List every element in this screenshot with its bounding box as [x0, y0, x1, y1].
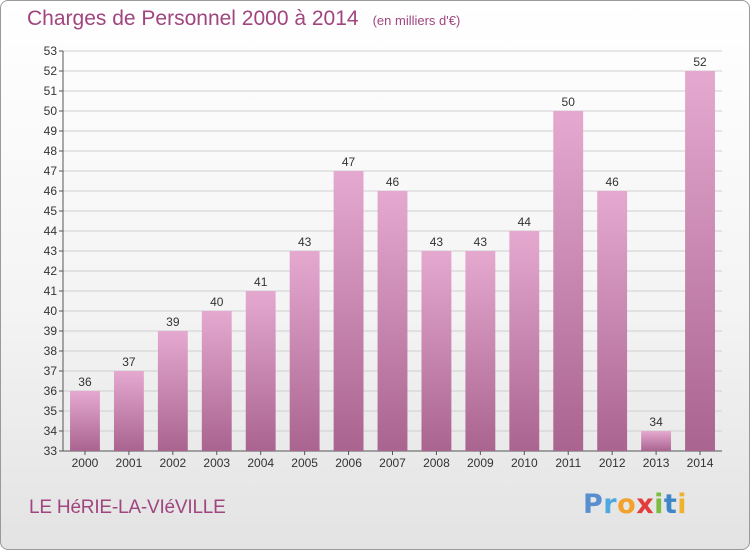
- y-tick-label: 51: [44, 84, 58, 98]
- data-label: 52: [693, 55, 707, 69]
- labels: 33 34 35 36 37 38 39 40 41 42 43 44 45 46 47 48 49 50 51 52…: [44, 44, 714, 470]
- y-tick-label: 49: [44, 124, 58, 138]
- y-tick-label: 43: [44, 244, 58, 258]
- logo-letter: o: [617, 489, 637, 520]
- bar: [201, 311, 232, 451]
- y-tick-label: 52: [44, 64, 58, 78]
- logo-letter: i: [654, 489, 664, 520]
- bar: [421, 251, 452, 451]
- y-tick-label: 35: [44, 404, 58, 418]
- bars: [70, 71, 715, 451]
- bar: [509, 231, 540, 451]
- x-tick-label: 2002: [159, 456, 186, 470]
- data-label: 43: [430, 235, 444, 249]
- data-label: 46: [386, 175, 400, 189]
- x-tick-label: 2010: [511, 456, 538, 470]
- bar: [70, 391, 100, 451]
- x-tick-label: 2004: [247, 456, 274, 470]
- x-tick-label: 2005: [291, 456, 318, 470]
- x-tick-label: 2009: [467, 456, 494, 470]
- y-tick-label: 42: [44, 264, 58, 278]
- logo-letter: x: [636, 489, 655, 520]
- bar: [245, 291, 276, 451]
- data-label: 43: [474, 235, 488, 249]
- y-tick-label: 39: [44, 324, 58, 338]
- y-tick-label: 41: [44, 284, 58, 298]
- bar: [113, 371, 144, 451]
- y-tick-label: 53: [44, 44, 58, 58]
- y-tick-label: 37: [44, 364, 58, 378]
- data-label: 39: [166, 315, 180, 329]
- x-tick-label: 2012: [599, 456, 626, 470]
- y-tick-label: 45: [44, 204, 58, 218]
- data-label: 41: [254, 275, 268, 289]
- x-tick-label: 2011: [555, 456, 581, 470]
- bar: [289, 251, 320, 451]
- bar: [597, 191, 628, 451]
- logo-letter: r: [603, 489, 618, 520]
- x-tick-label: 2001: [116, 456, 143, 470]
- y-tick-label: 40: [44, 304, 58, 318]
- x-tick-label: 2013: [643, 456, 670, 470]
- data-label: 43: [298, 235, 312, 249]
- data-label: 50: [562, 95, 576, 109]
- data-label: 40: [210, 295, 224, 309]
- data-label: 37: [122, 355, 136, 369]
- y-tick-label: 33: [44, 444, 58, 458]
- y-tick-label: 50: [44, 104, 58, 118]
- y-tick-label: 44: [44, 224, 58, 238]
- chart-subtitle: (en milliers d'€): [372, 13, 461, 28]
- bar: [685, 71, 715, 451]
- x-tick-label: 2008: [423, 456, 450, 470]
- y-tick-label: 48: [44, 144, 58, 158]
- x-tick-label: 2007: [379, 456, 406, 470]
- title-text: Charges de Personnel 2000 à 2014: [27, 7, 359, 30]
- y-tick-label: 47: [44, 164, 58, 178]
- bar: [157, 331, 188, 451]
- x-tick-label: 2000: [72, 456, 99, 470]
- data-label: 36: [78, 375, 92, 389]
- bar: [553, 111, 584, 451]
- bar: [465, 251, 496, 451]
- x-tick-label: 2003: [203, 456, 230, 470]
- proxiti-logo: Proxiti: [583, 489, 687, 520]
- logo-letter: P: [583, 489, 604, 520]
- y-tick-label: 34: [44, 424, 58, 438]
- data-label: 46: [605, 175, 619, 189]
- y-tick-label: 38: [44, 344, 58, 358]
- x-tick-label: 2006: [335, 456, 362, 470]
- data-label: 34: [649, 415, 663, 429]
- data-label: 47: [342, 155, 356, 169]
- y-tick-label: 46: [44, 184, 58, 198]
- logo-letter: t: [663, 489, 678, 520]
- y-tick-label: 36: [44, 384, 58, 398]
- x-tick-label: 2014: [687, 456, 714, 470]
- bar: [641, 431, 672, 451]
- data-label: 44: [518, 215, 532, 229]
- bar: [333, 171, 364, 451]
- bar: [377, 191, 408, 451]
- town-name: LE HéRIE-LA-VIéVILLE: [29, 497, 226, 518]
- logo-letter: i: [677, 489, 688, 520]
- chart-title: Charges de Personnel 2000 à 2014 (en mill…: [27, 7, 460, 31]
